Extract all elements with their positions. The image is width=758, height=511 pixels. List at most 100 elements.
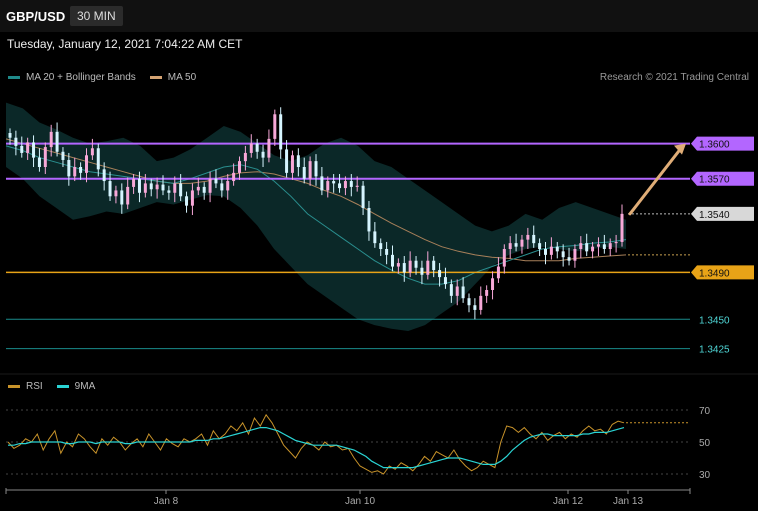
candle-body	[214, 178, 218, 184]
candle-body	[620, 213, 624, 242]
candle-body	[379, 243, 383, 249]
legend-swatch	[56, 385, 69, 388]
candle-body	[120, 190, 124, 205]
candle-body	[502, 249, 506, 267]
candle-body	[602, 244, 606, 249]
price-label-tag	[691, 265, 754, 280]
header-bar: GBP/USD 30 MIN	[0, 0, 758, 32]
legend-swatch	[149, 76, 162, 79]
legend-ma20-bb: MA 20 + Bollinger Bands	[8, 72, 136, 83]
price-label: 1.3540	[699, 210, 730, 221]
rsi-tick-label: 70	[699, 406, 711, 417]
candle-body	[249, 143, 253, 153]
candle-body	[432, 260, 436, 271]
candle-body	[544, 249, 547, 255]
candle-body	[585, 243, 589, 252]
candle-body	[79, 167, 83, 173]
candle-body	[32, 142, 36, 158]
candle-body	[402, 263, 406, 273]
candle-body	[467, 298, 471, 306]
candle-body	[155, 184, 159, 190]
candle-body	[520, 239, 524, 247]
candle-body	[243, 152, 247, 162]
candle-body	[279, 114, 283, 150]
rsi-legend: RSI 9MA	[8, 381, 109, 392]
timeframe-button[interactable]: 30 MIN	[70, 6, 123, 26]
candle-body	[614, 241, 618, 244]
x-axis-label: Jan 8	[154, 496, 179, 507]
candle-body	[114, 190, 118, 197]
rsi-ma-line	[8, 427, 625, 469]
candle-body	[396, 263, 400, 267]
candle-body	[385, 249, 389, 255]
candle-body	[143, 183, 147, 193]
candle-body	[73, 167, 77, 177]
main-legend: MA 20 + Bollinger Bands MA 50	[8, 72, 210, 83]
candle-body	[579, 243, 583, 249]
candle-body	[302, 167, 306, 179]
candle-body	[455, 286, 459, 296]
candle-body	[208, 178, 212, 193]
candle-body	[173, 183, 177, 193]
candle-body	[202, 186, 206, 193]
candle-body	[326, 181, 330, 191]
candle-body	[349, 181, 353, 187]
candle-body	[26, 142, 30, 153]
ma50-line	[5, 138, 627, 262]
candle-body	[90, 148, 94, 156]
rsi-tick-label: 30	[699, 470, 711, 481]
candle-body	[461, 286, 465, 299]
candle-body	[20, 145, 24, 153]
candle-body	[438, 270, 442, 278]
bollinger-band-area	[6, 102, 626, 331]
candle-body	[561, 251, 565, 258]
candle-body	[37, 157, 41, 167]
candle-body	[538, 243, 542, 249]
candle-body	[338, 183, 342, 189]
candle-body	[391, 254, 394, 267]
candle-body	[367, 208, 371, 232]
candle-body	[43, 147, 47, 167]
candle-body	[591, 246, 595, 252]
candle-body	[555, 246, 559, 252]
price-label: 1.3570	[699, 175, 730, 186]
legend-9ma: 9MA	[56, 381, 95, 392]
candle-body	[108, 181, 112, 197]
symbol-title: GBP/USD	[6, 9, 66, 24]
candle-body	[285, 149, 289, 173]
x-axis-label: Jan 12	[553, 496, 583, 507]
candle-body	[596, 244, 600, 247]
x-axis-label: Jan 13	[613, 496, 643, 507]
candle-body	[190, 190, 194, 206]
candle-body	[473, 305, 477, 310]
candle-body	[185, 196, 189, 206]
candle-body	[238, 161, 241, 173]
candle-body	[449, 284, 453, 296]
candle-body	[373, 231, 377, 244]
rsi-tick-label: 50	[699, 438, 711, 449]
candle-body	[55, 131, 59, 152]
candle-body	[361, 185, 365, 208]
candle-body	[573, 249, 577, 261]
price-label: 1.3600	[699, 140, 730, 151]
candle-body	[290, 155, 294, 173]
candle-body	[496, 266, 500, 279]
candle-body	[608, 243, 612, 249]
candle-body	[273, 114, 277, 139]
candle-body	[526, 234, 530, 240]
candle-body	[232, 172, 236, 182]
candle-body	[137, 178, 141, 193]
price-label-tag	[691, 136, 754, 151]
legend-label: RSI	[26, 381, 43, 392]
candle-body	[508, 243, 512, 249]
candle-body	[332, 181, 336, 184]
projection-arrow-head	[674, 143, 686, 155]
candle-body	[267, 138, 271, 158]
candle-body	[308, 161, 312, 179]
legend-label: MA 20 + Bollinger Bands	[26, 72, 136, 83]
candle-body	[420, 267, 424, 275]
candle-body	[126, 186, 130, 205]
x-axis-label: Jan 10	[345, 496, 375, 507]
candle-body	[102, 169, 106, 182]
